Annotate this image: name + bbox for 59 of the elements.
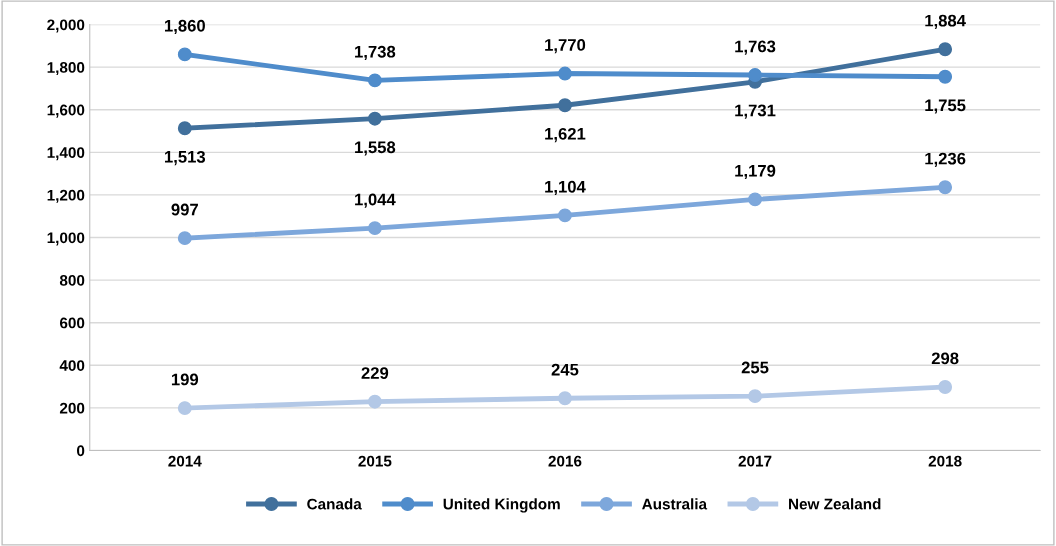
data-label: 298 [931,352,959,365]
data-label: 1,755 [925,99,966,114]
x-tick-label: 2018 [928,455,962,467]
x-tick-label: 2017 [738,455,772,467]
y-tick-label: 200 [59,402,85,414]
data-label: 199 [171,373,199,386]
point [748,192,762,207]
x-tick-label: 2014 [168,455,202,467]
y-tick-label: 2,000 [47,19,85,33]
point [367,221,382,236]
point [748,68,762,82]
data-label: 1,104 [545,180,586,196]
y-tick-label: 1,800 [47,62,85,76]
y-tick-label: 1,400 [47,147,85,161]
point [367,111,382,126]
y-tick-label: 1,600 [47,104,85,118]
point [177,47,192,62]
data-label: 1,860 [165,19,205,35]
point [367,394,382,409]
point [177,231,192,246]
data-label: 1,763 [735,40,776,55]
data-label: 1,179 [735,164,776,180]
point [938,69,953,84]
x-tick-label: 2015 [358,455,392,467]
point [938,42,953,57]
y-tick-label: 600 [59,317,85,329]
point [748,389,762,404]
data-label: 1,884 [925,14,966,29]
data-label: 245 [551,363,579,376]
data-label: 1,738 [355,45,396,61]
y-tick-label: 800 [59,274,85,286]
y-tick-label: 400 [59,360,85,371]
point [938,380,953,394]
point [558,391,572,406]
y-tick-label: 1,200 [47,189,85,203]
data-label: 229 [361,367,389,379]
data-label: 1,558 [355,141,396,156]
legend-label: Australia [642,498,708,510]
point [558,66,572,81]
point [938,180,953,195]
x-tick-label: 2016 [548,455,582,467]
point [558,208,572,223]
data-label: 1,044 [355,193,396,208]
data-label: 997 [171,203,198,216]
point [558,98,572,113]
point [367,73,382,88]
legend-label: Canada [307,498,362,510]
data-label: 1,236 [925,152,966,167]
data-label: 1,621 [545,127,586,143]
point [177,121,192,136]
data-label: 1,513 [165,150,206,166]
point [177,401,192,416]
legend-label: United Kingdom [443,498,560,513]
legend-label: New Zealand [789,498,881,510]
data-label: 1,770 [545,39,586,54]
y-tick-label: 1,000 [47,232,85,246]
y-tick-label: 0 [77,445,85,457]
data-label: 255 [741,361,769,374]
data-label: 1,731 [735,104,776,119]
